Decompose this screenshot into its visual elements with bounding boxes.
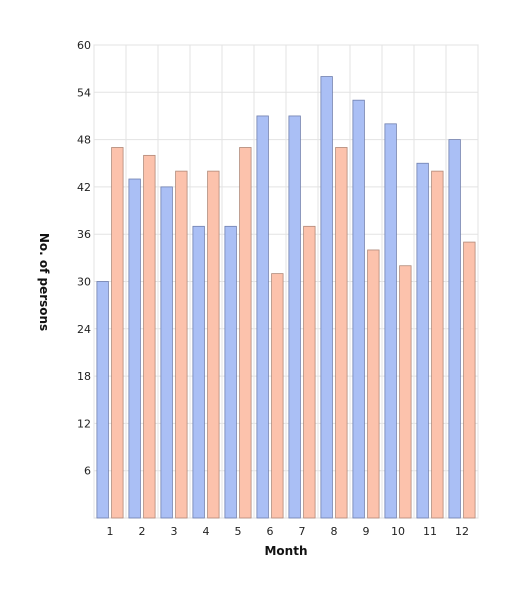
- bar-series-2-month-4: [207, 170, 220, 519]
- bar-series-2-month-6: [271, 273, 284, 519]
- bars: [96, 76, 476, 519]
- bar-series-2-month-1: [111, 147, 124, 519]
- y-tick-label: 6: [84, 465, 91, 478]
- grid-lines: [93, 44, 479, 518]
- bar-series-2-month-9: [367, 249, 380, 519]
- bar-series-1-month-5: [224, 225, 237, 519]
- x-tick-label: 4: [203, 525, 210, 538]
- bar-series-1-month-4: [192, 225, 205, 519]
- y-tick-label: 12: [77, 417, 91, 430]
- x-axis-title: Month: [264, 544, 307, 558]
- bar-series-2-month-7: [303, 225, 316, 519]
- x-tick-label: 2: [139, 525, 146, 538]
- x-tick-label: 10: [391, 525, 405, 538]
- bar-series-1-month-3: [160, 186, 173, 519]
- y-tick-label: 18: [77, 370, 91, 383]
- x-tick-label: 7: [299, 525, 306, 538]
- bar-series-1-month-9: [352, 99, 365, 519]
- bar-series-2-month-11: [431, 170, 444, 519]
- bar-series-1-month-11: [416, 162, 429, 519]
- x-tick-label: 1: [107, 525, 114, 538]
- bar-series-1-month-2: [128, 178, 141, 519]
- y-axis-title: No. of persons: [37, 233, 51, 331]
- bar-series-2-month-8: [335, 147, 348, 519]
- x-tick-label: 3: [171, 525, 178, 538]
- bar-series-1-month-10: [384, 123, 397, 519]
- y-tick-label: 60: [77, 39, 91, 52]
- bar-series-1-month-12: [448, 139, 461, 519]
- bar-series-2-month-5: [239, 147, 252, 519]
- x-tick-label: 9: [363, 525, 370, 538]
- bar-series-2-month-10: [399, 265, 412, 519]
- bar-series-1-month-1: [96, 281, 109, 519]
- bar-series-2-month-12: [463, 241, 476, 519]
- x-tick-label: 6: [267, 525, 274, 538]
- y-tick-label: 42: [77, 181, 91, 194]
- y-axis-ticks: 6 12 18 24 30 36 42 48 54 60: [77, 39, 91, 478]
- x-tick-label: 5: [235, 525, 242, 538]
- y-tick-label: 30: [77, 276, 91, 289]
- x-tick-label: 11: [423, 525, 437, 538]
- bar-series-1-month-8: [320, 76, 333, 519]
- y-tick-label: 36: [77, 228, 91, 241]
- x-axis-ticks: 1 2 3 4 5 6 7 8 9 10 11 12: [107, 525, 470, 538]
- x-tick-label: 8: [331, 525, 338, 538]
- bar-series-2-month-3: [175, 170, 188, 519]
- x-tick-label: 12: [455, 525, 469, 538]
- bar-series-1-month-7: [288, 115, 301, 519]
- bar-series-2-month-2: [143, 154, 156, 519]
- y-tick-label: 48: [77, 134, 91, 147]
- bar-series-1-month-6: [256, 115, 269, 519]
- y-tick-label: 54: [77, 86, 91, 99]
- y-tick-label: 24: [77, 323, 91, 336]
